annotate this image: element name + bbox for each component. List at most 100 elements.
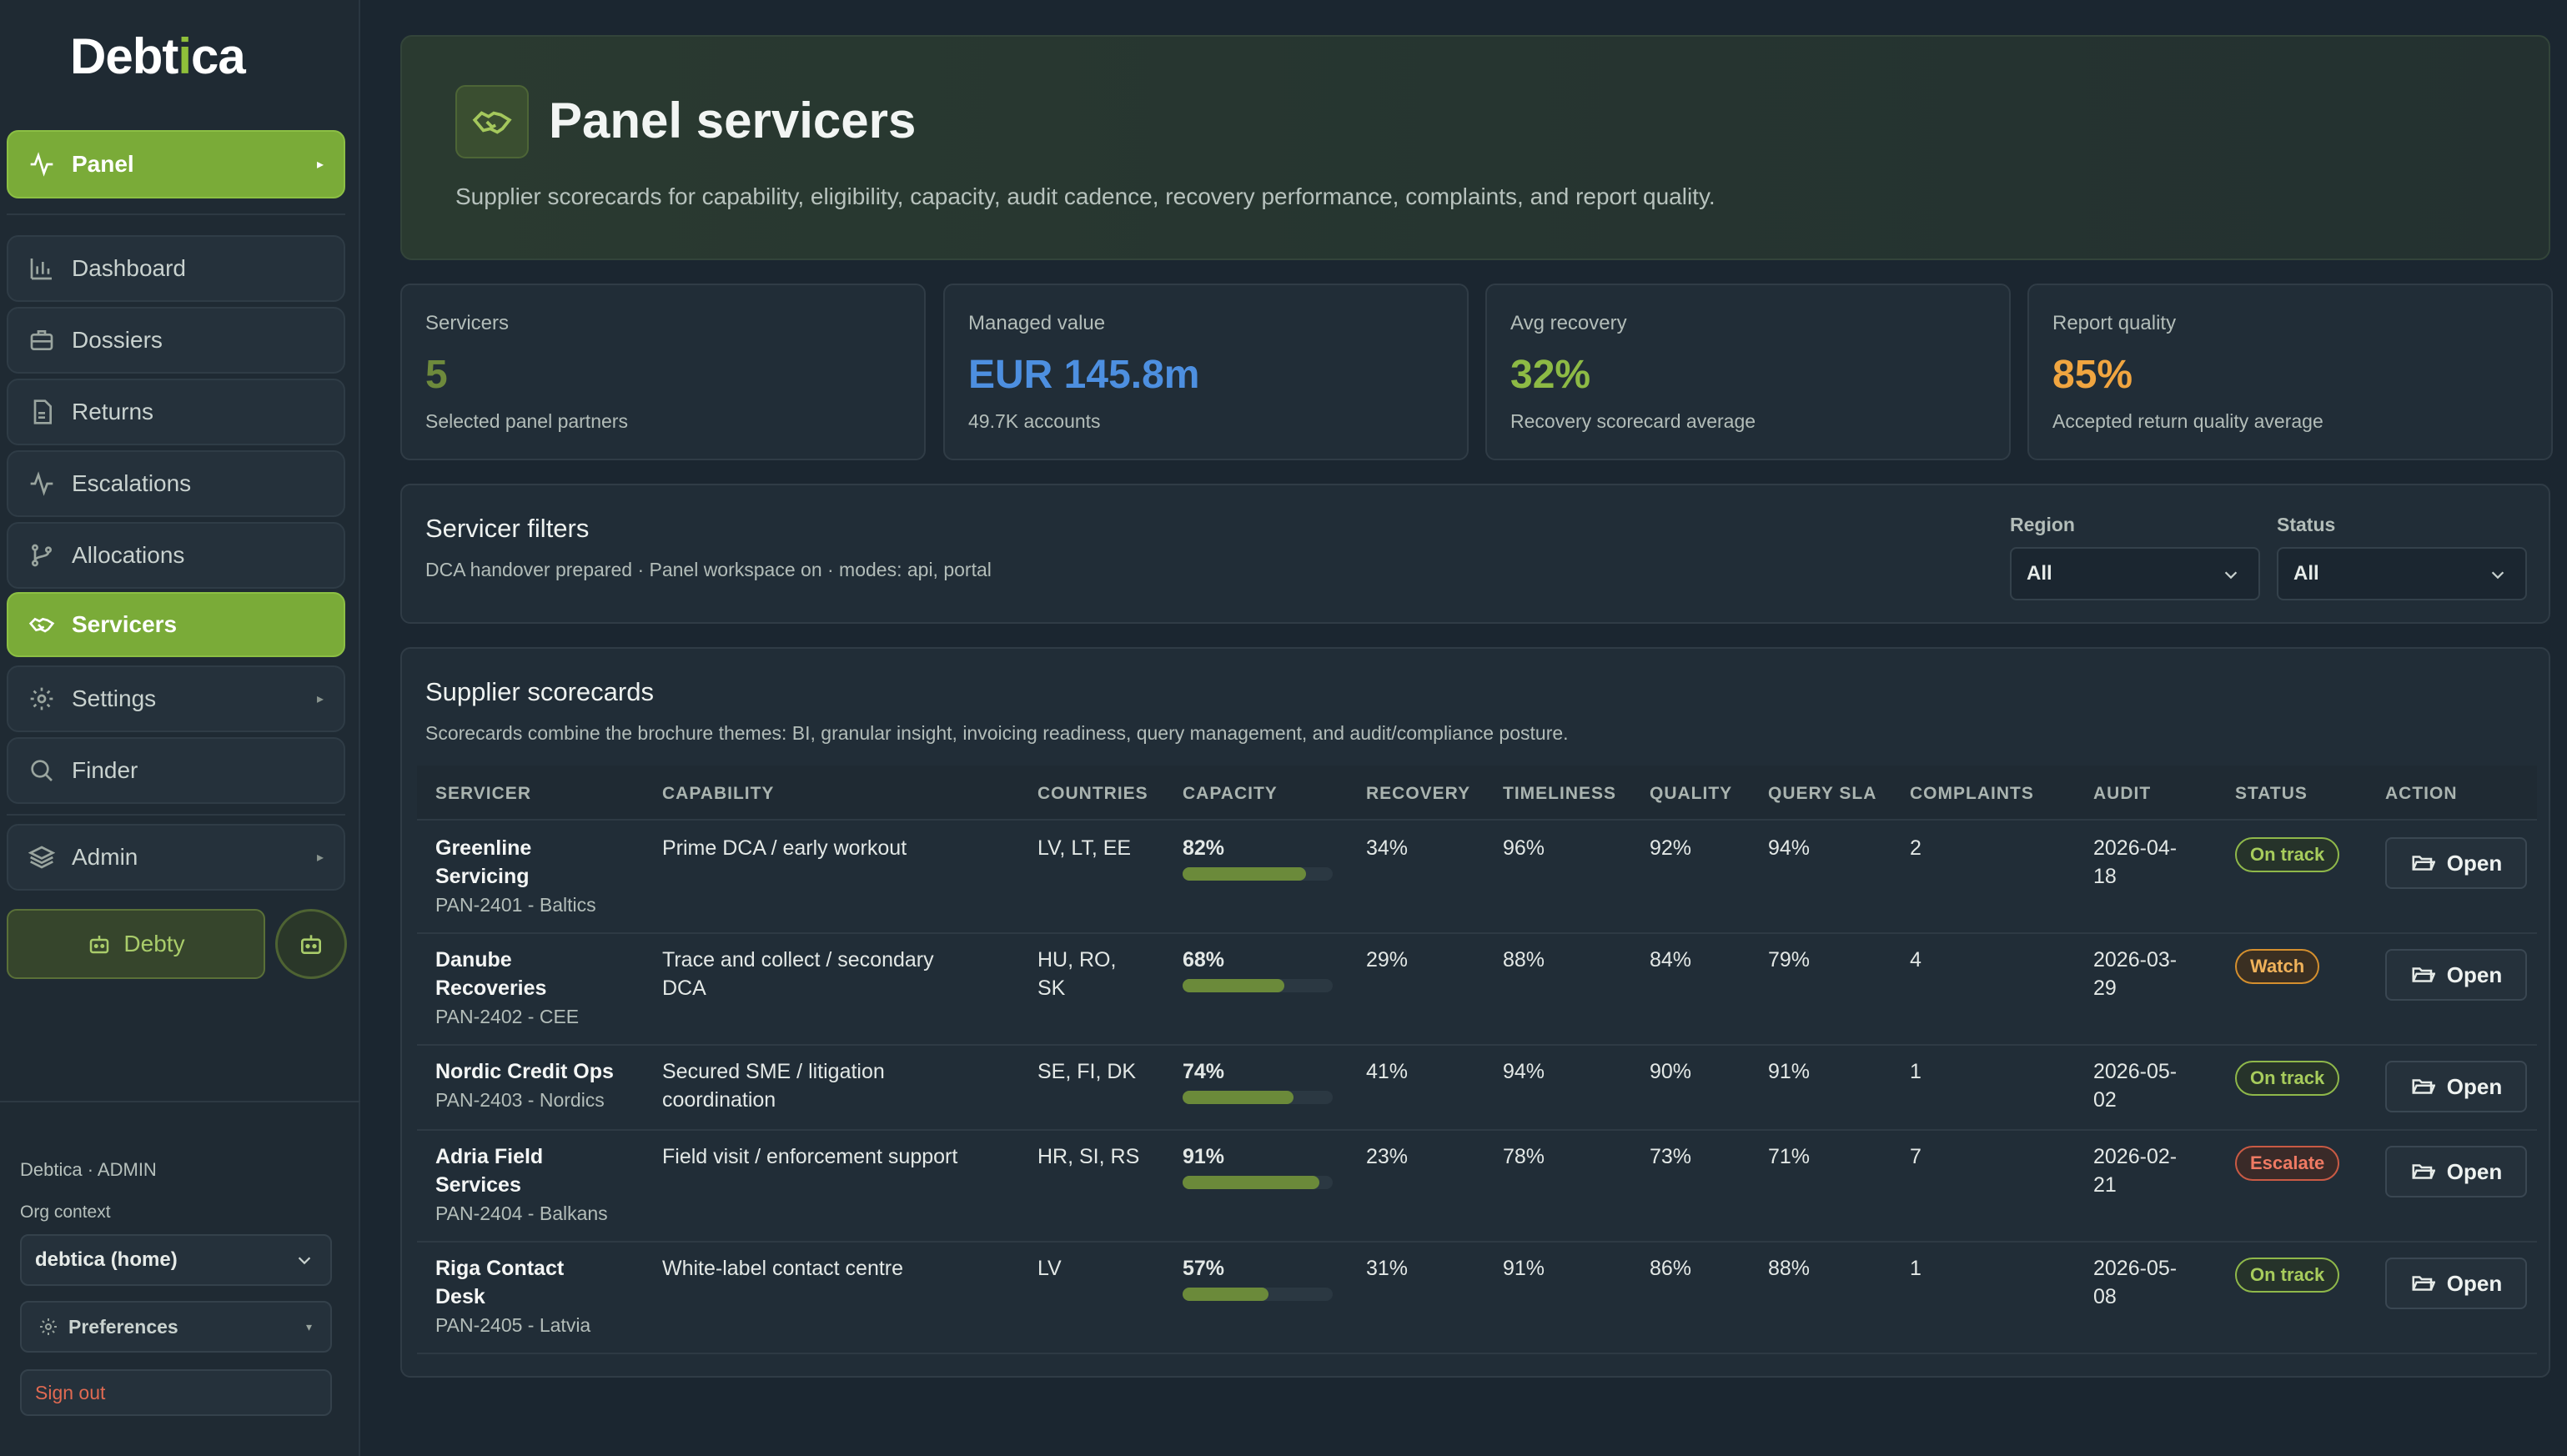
servicer-code: PAN-2405 - Latvia — [435, 1314, 591, 1336]
open-label: Open — [2446, 1073, 2503, 1099]
open-button[interactable]: Open — [2385, 1146, 2527, 1197]
countries: HR, SI, RS — [1037, 1145, 1140, 1168]
countries: SK — [1037, 977, 1066, 1000]
sidebar-item-label: Dashboard — [72, 255, 186, 281]
region-label: Region — [2010, 514, 2075, 535]
sidebar-item-label: Settings — [72, 685, 157, 711]
quality-value: 84% — [1650, 948, 1692, 972]
region-select[interactable]: All — [2010, 547, 2260, 600]
timeliness-value: 94% — [1503, 1060, 1545, 1083]
table-header: SERVICER CAPABILITY COUNTRIES CAPACITY RECOV… — [417, 766, 2537, 821]
capacity-bar-fill — [1183, 1091, 1294, 1104]
quality-value: 73% — [1650, 1145, 1692, 1168]
org-context-value: debtica (home) — [35, 1248, 178, 1271]
capability: Field visit / enforcement support — [662, 1145, 958, 1168]
preferences-label: Preferences — [68, 1315, 178, 1338]
servicer-code: PAN-2404 - Balkans — [435, 1202, 608, 1224]
complaints-value: 1 — [1910, 1257, 1921, 1280]
capacity-bar — [1183, 979, 1333, 992]
recovery-value: 29% — [1366, 948, 1409, 972]
recovery-value: 34% — [1366, 836, 1409, 860]
open-button[interactable]: Open — [2385, 1258, 2527, 1309]
quality-value: 90% — [1650, 1060, 1692, 1083]
recovery-value: 31% — [1366, 1257, 1409, 1280]
sidebar-item-label: Escalations — [72, 470, 192, 496]
table-row: Riga Contact Desk PAN-2405 - Latvia White-l… — [417, 1243, 2537, 1354]
sidebar-item-admin[interactable]: Admin ▸ — [7, 824, 345, 891]
status-badge: On track — [2235, 1061, 2340, 1096]
sidebar-item-finder[interactable]: Finder — [7, 737, 345, 804]
chevron-down-icon — [2224, 571, 2238, 580]
audit-date: 2026-05- — [2093, 1060, 2178, 1083]
servicer-name: Recoveries — [435, 977, 547, 1000]
debty-assistant-button[interactable]: Debty — [7, 909, 265, 979]
divider — [7, 213, 345, 215]
capacity-value: 68% — [1183, 948, 1225, 972]
timeliness-value: 91% — [1503, 1257, 1545, 1280]
open-button[interactable]: Open — [2385, 837, 2527, 889]
servicer-name: Riga Contact — [435, 1257, 565, 1280]
bar-chart-icon — [27, 254, 57, 284]
divider — [7, 814, 345, 816]
sidebar-item-servicers[interactable]: Servicers — [7, 592, 345, 657]
caret-icon: ▸ — [316, 692, 324, 706]
sign-out-label: Sign out — [35, 1381, 106, 1403]
pulse-icon — [27, 469, 57, 499]
status-badge: Watch — [2235, 949, 2320, 984]
status-select[interactable]: All — [2277, 547, 2527, 600]
document-icon — [27, 397, 57, 427]
open-button[interactable]: Open — [2385, 949, 2527, 1001]
region-value: All — [2027, 562, 2052, 585]
sidebar-item-settings[interactable]: Settings ▸ — [7, 665, 345, 732]
audit-date: 2026-02- — [2093, 1145, 2178, 1168]
org-context-select[interactable]: debtica (home) — [20, 1234, 332, 1286]
table-row: Nordic Credit Ops PAN-2403 - Nordics Secur… — [417, 1046, 2537, 1131]
open-button[interactable]: Open — [2385, 1061, 2527, 1112]
sidebar-item-dossiers[interactable]: Dossiers — [7, 307, 345, 374]
complaints-value: 4 — [1910, 948, 1921, 972]
page-title: Panel servicers — [549, 93, 917, 148]
capacity-bar — [1183, 1288, 1333, 1301]
timeliness-value: 96% — [1503, 836, 1545, 860]
panel-toggle-button[interactable]: Panel ▸ — [7, 130, 345, 198]
column-header: SERVICER — [435, 784, 531, 803]
sidebar-footer — [0, 1101, 360, 1102]
sidebar-item-escalations[interactable]: Escalations — [7, 450, 345, 517]
query-sla-value: 91% — [1768, 1060, 1811, 1083]
column-header: QUERY SLA — [1768, 784, 1877, 803]
capability: coordination — [662, 1088, 776, 1112]
column-header: COUNTRIES — [1037, 784, 1148, 803]
page-header: Panel servicers Supplier scorecards for … — [400, 35, 2550, 260]
scorecards-subtitle: Scorecards combine the brochure themes: … — [425, 722, 1569, 744]
capacity-value: 57% — [1183, 1257, 1225, 1280]
brand-text: Debt — [70, 28, 178, 84]
sidebar-item-returns[interactable]: Returns — [7, 379, 345, 445]
pulse-icon — [27, 149, 57, 179]
sidebar-item-dashboard[interactable]: Dashboard — [7, 235, 345, 302]
query-sla-value: 88% — [1768, 1257, 1811, 1280]
sidebar-item-label: Returns — [72, 399, 154, 424]
kpi-label: Managed value — [968, 312, 1106, 334]
audit-date: 08 — [2093, 1285, 2117, 1308]
audit-date: 2026-03- — [2093, 948, 2178, 972]
countries: LV — [1037, 1257, 1062, 1280]
column-header: CAPABILITY — [662, 784, 775, 803]
caret-down-icon: ▾ — [305, 1319, 312, 1333]
capacity-bar-fill — [1183, 1176, 1319, 1189]
servicer-code: PAN-2402 - CEE — [435, 1006, 580, 1027]
sign-out-button[interactable]: Sign out — [20, 1369, 332, 1416]
chevron-down-icon — [298, 1257, 311, 1265]
servicer-name: Servicing — [435, 865, 530, 888]
kpi-card: Report quality 85% Accepted return quality… — [2027, 284, 2553, 460]
status-badge: Escalate — [2235, 1146, 2340, 1181]
brand-logo[interactable]: Debt i ca — [70, 25, 246, 87]
folder-open-icon — [2412, 1079, 2435, 1094]
audit-date: 2026-05- — [2093, 1257, 2178, 1280]
open-label: Open — [2446, 1158, 2503, 1184]
preferences-button[interactable]: Preferences ▾ — [20, 1301, 332, 1353]
sidebar-item-allocations[interactable]: Allocations — [7, 522, 345, 589]
debty-chat-toggle[interactable] — [275, 909, 347, 979]
capacity-bar-fill — [1183, 867, 1306, 881]
column-header: RECOVERY — [1366, 784, 1471, 803]
capacity-bar-fill — [1183, 1288, 1268, 1301]
